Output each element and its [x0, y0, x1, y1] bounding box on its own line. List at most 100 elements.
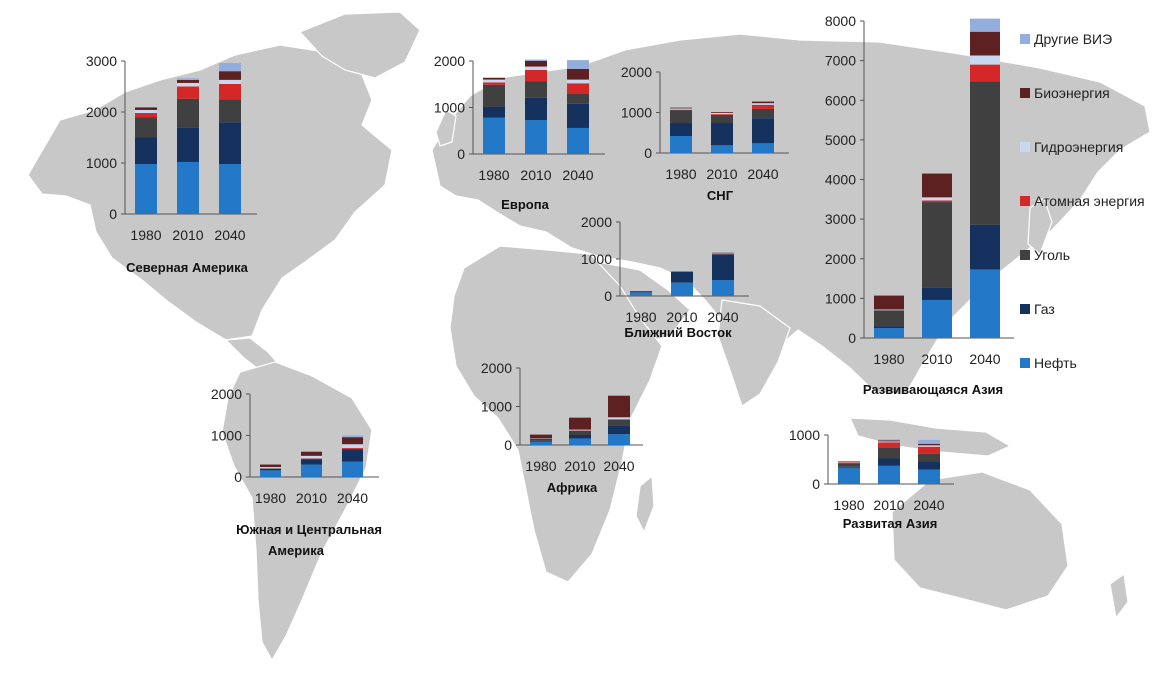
- bar-segment-oil: [135, 164, 157, 214]
- bar-segment-gas: [177, 127, 199, 162]
- bar-segment-nuc: [608, 419, 630, 420]
- bar-segment-bio: [922, 173, 952, 198]
- bar-segment-hydro: [342, 444, 363, 448]
- region-chart: 0 1000 1980 2010 2040 Развитая Азия: [789, 427, 954, 531]
- x-tick-label: 2010: [296, 490, 327, 506]
- japan-landmass: [1027, 197, 1053, 256]
- region-title: Южная и Центральная: [236, 522, 382, 537]
- x-tick-label: 2010: [520, 167, 551, 183]
- bar-segment-hydro: [918, 445, 940, 447]
- y-tick-label: 1000: [789, 427, 820, 443]
- region-title: Америка: [268, 543, 325, 558]
- bar-segment-oil: [752, 143, 774, 153]
- indonesia-landmass: [849, 417, 1012, 457]
- bar-segment-bio: [608, 395, 630, 418]
- bar-segment-coal: [342, 448, 363, 451]
- bar-segment-oth: [342, 435, 363, 438]
- x-tick-label: 1980: [525, 458, 556, 474]
- bar-segment-bio: [530, 434, 552, 439]
- x-tick-label: 2010: [666, 309, 697, 325]
- legend-label-nuc: Атомная энергия: [1034, 193, 1145, 209]
- madagascar-landmass: [635, 474, 655, 534]
- bar-segment-nuc: [219, 83, 241, 100]
- legend-swatch-oil: [1020, 358, 1030, 368]
- bar-segment-bio: [670, 107, 692, 109]
- y-tick-label: 3000: [825, 211, 856, 227]
- bar-segment-gas: [525, 97, 547, 121]
- y-tick-label: 3000: [86, 53, 117, 69]
- y-tick-label: 1000: [581, 251, 612, 267]
- bar-segment-nuc: [838, 462, 860, 464]
- bar-segment-oil: [342, 461, 363, 477]
- bar-segment-oil: [177, 161, 199, 214]
- bar-segment-gas: [670, 123, 692, 136]
- bar-segment-coal: [569, 430, 591, 435]
- bar-segment-coal: [177, 98, 199, 128]
- bar-segment-oil: [712, 280, 734, 296]
- bar-segment-gas: [301, 459, 322, 465]
- bar-segment-oil: [630, 292, 652, 296]
- y-tick-label: 0: [234, 469, 242, 485]
- bar-segment-oil: [838, 467, 860, 484]
- y-tick-label: 0: [644, 145, 652, 161]
- legend-graphic: Другие ВИЭ Биоэнергия Гидроэнергия Атомная …: [1020, 31, 1145, 371]
- bar-segment-hydro: [922, 197, 952, 201]
- legend-swatch-coal: [1020, 250, 1030, 260]
- bar-segment-oil: [711, 145, 733, 153]
- greenland-landmass: [298, 11, 421, 79]
- y-tick-label: 2000: [434, 53, 465, 69]
- x-tick-label: 1980: [833, 497, 864, 513]
- bar-segment-coal: [878, 447, 900, 459]
- bar-segment-bio: [177, 79, 199, 83]
- bar-segment-bio: [301, 451, 322, 456]
- bar-segment-gas: [342, 450, 363, 462]
- bar-segment-coal: [219, 99, 241, 123]
- bar-segment-oth: [219, 63, 241, 72]
- x-tick-label: 2010: [172, 227, 203, 243]
- x-tick-label: 2040: [913, 497, 944, 513]
- bar-segment-oil: [301, 464, 322, 477]
- bar-segment-hydro: [711, 112, 733, 115]
- region-title: Африка: [547, 480, 598, 495]
- region-title: Развивающаяся Азия: [863, 382, 1003, 397]
- x-tick-label: 2040: [603, 458, 634, 474]
- bar-segment-nuc: [483, 82, 505, 85]
- bar-segment-bio: [878, 440, 900, 442]
- x-tick-label: 2040: [562, 167, 593, 183]
- bar-segment-bio: [567, 68, 589, 80]
- x-tick-label: 1980: [478, 167, 509, 183]
- bar-segment-oil: [530, 441, 552, 445]
- bar-segment-hydro: [970, 55, 1000, 65]
- y-tick-label: 0: [457, 146, 465, 162]
- legend-swatch-nuc: [1020, 196, 1030, 206]
- bar-segment-hydro: [177, 82, 199, 87]
- bar-segment-hydro: [525, 66, 547, 70]
- legend-swatch-oth: [1020, 34, 1030, 44]
- x-tick-label: 2040: [747, 166, 778, 182]
- bar-segment-hydro: [567, 79, 589, 84]
- bar-segment-hydro: [301, 455, 322, 459]
- south-america-landmass: [221, 361, 373, 662]
- bar-segment-nuc: [135, 113, 157, 118]
- bar-segment-hydro: [260, 467, 281, 469]
- x-tick-label: 2010: [873, 497, 904, 513]
- bar-segment-oil: [525, 120, 547, 154]
- bar-segment-oth: [918, 439, 940, 444]
- y-tick-label: 4000: [825, 172, 856, 188]
- bar-segment-hydro: [135, 109, 157, 114]
- bar-segment-oth: [567, 60, 589, 69]
- bar-segment-hydro: [838, 461, 860, 463]
- bar-segment-gas: [483, 106, 505, 118]
- bar-segment-oth: [177, 78, 199, 80]
- bar-segment-nuc: [878, 442, 900, 448]
- y-tick-label: 0: [504, 437, 512, 453]
- region-title: Развитая Азия: [843, 516, 938, 531]
- bar-segment-gas: [608, 425, 630, 435]
- legend-swatch-bio: [1020, 88, 1030, 98]
- bar-segment-bio: [970, 31, 1000, 56]
- region-title: СНГ: [707, 188, 734, 203]
- bar-segment-bio: [260, 464, 281, 468]
- bar-segment-gas: [712, 254, 734, 281]
- bar-segment-nuc: [177, 86, 199, 99]
